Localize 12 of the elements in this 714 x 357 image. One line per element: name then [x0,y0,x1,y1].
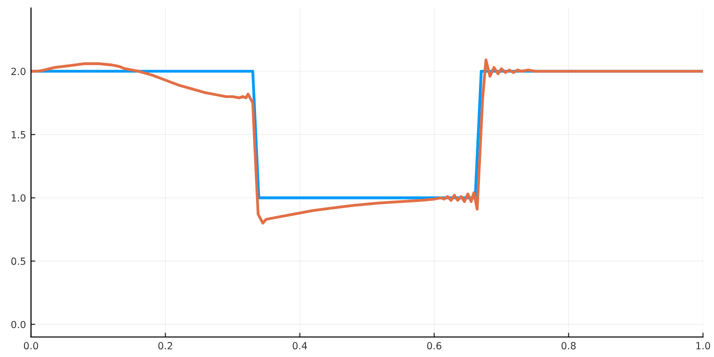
x-tick-label: 0.6 [427,342,442,350]
y-tick-label: 2.0 [11,68,26,76]
y-tick-label: 1.5 [12,131,26,138]
y-tick-label: 1.0 [12,194,26,202]
line-series [31,58,703,225]
y-tick-label: 0.5 [11,258,26,265]
x-tick-label: 0.2 [158,342,172,350]
x-tick-label: 0.8 [562,342,576,350]
x-tick-label: 1.0 [696,342,710,350]
x-tick-label: 0.0 [24,342,38,350]
x-tick-label: 0.4 [292,342,307,350]
y-tick-label: 0.0 [11,320,26,328]
